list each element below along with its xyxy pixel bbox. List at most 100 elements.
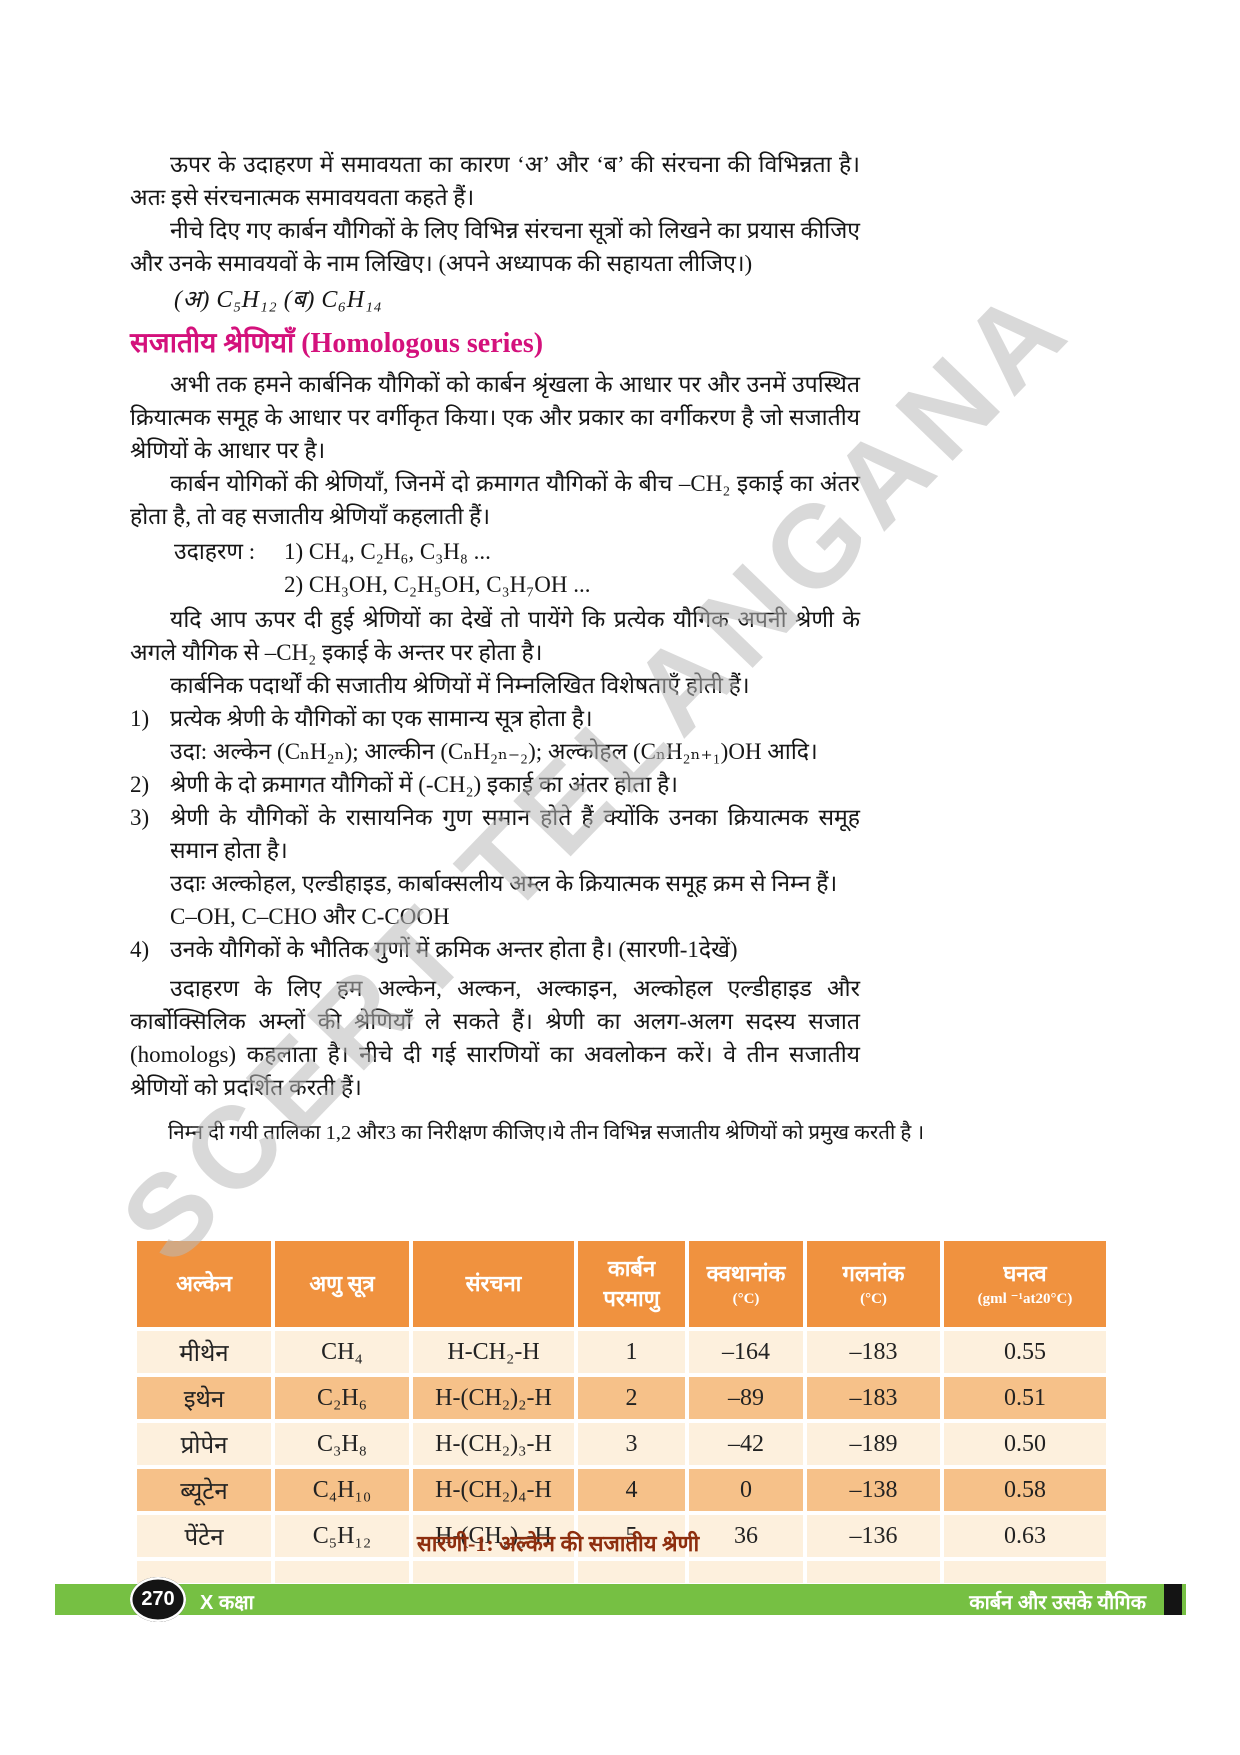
header-alkane-label: अल्केन	[176, 1271, 232, 1296]
cell-carbon-atoms: 4	[578, 1469, 685, 1511]
cell-carbon-atoms: 1	[578, 1331, 685, 1373]
cell-melting-point: –136	[807, 1515, 940, 1557]
cell-boiling-point: –89	[689, 1377, 803, 1419]
spacer-cell	[578, 1561, 685, 1583]
cell-density: 0.55	[944, 1331, 1106, 1373]
cell-formula: C₂H₆	[275, 1377, 409, 1419]
list-item-3-text: श्रेणी के यौगिकों के रासायनिक गुण समान ह…	[170, 805, 860, 863]
header-boiling-unit: (°C)	[732, 1291, 760, 1307]
cell-melting-point: –183	[807, 1377, 940, 1419]
cell-density: 0.50	[944, 1423, 1106, 1465]
paragraph-classification: अभी तक हमने कार्बनिक यौगिकों को कार्बन श…	[130, 372, 860, 463]
cell-formula: C₃H₈	[275, 1423, 409, 1465]
list-item-2-number: 2)	[130, 772, 150, 797]
cell-name: इथेन	[137, 1377, 271, 1419]
header-melting-unit: (°C)	[860, 1291, 887, 1307]
header-molecular-formula: अणु सूत्र	[275, 1241, 409, 1327]
cell-structure: H-(CH₂)₂-H	[413, 1377, 574, 1419]
header-melting-label: गलनांक	[842, 1261, 905, 1286]
cell-boiling-point: 36	[689, 1515, 803, 1557]
example-lines: 1) CH₄, C₂H₆, C₃H₈ ... 2) CH₃OH, C₂H₅OH,…	[284, 535, 591, 601]
cell-melting-point: –189	[807, 1423, 940, 1465]
list-item-3-number: 3)	[130, 805, 150, 830]
list-item-2-text: श्रेणी के दो क्रमागत यौगिकों में (-CH₂) …	[170, 772, 678, 797]
header-carbon-label: कार्बन	[607, 1256, 656, 1281]
cell-formula: C₅H₁₂	[275, 1515, 409, 1557]
list-item-3-formulas: C–OH, C–CHO और C-COOH	[170, 904, 450, 929]
cell-name: प्रोपेन	[137, 1423, 271, 1465]
list-item-1-example: उदा: अल्केन (CₙH₂ₙ); आल्कीन (CₙH₂ₙ₋₂); अ…	[170, 739, 818, 764]
list-item-3: 3) श्रेणी के यौगिकों के रासायनिक गुण समा…	[130, 801, 860, 867]
cell-name: ब्यूटेन	[137, 1469, 271, 1511]
table-row-butane: ब्यूटेन C₄H₁₀ H-(CH₂)₄-H 4 0 –138 0.58	[137, 1469, 1106, 1511]
paragraph-series-gap: यदि आप ऊपर दी हुई श्रेणियों का देखें तो …	[130, 607, 860, 665]
footer-chapter-title: कार्बन और उसके यौगिक	[969, 1592, 1146, 1614]
example-series-1: 1) CH₄, C₂H₆, C₃H₈ ...	[284, 539, 491, 564]
cell-structure: H-(CH₂)₄-H	[413, 1469, 574, 1511]
cell-carbon-atoms: 2	[578, 1377, 685, 1419]
section-heading-homologous-series: सजातीय श्रेणियाँ (Homologous series)	[130, 328, 544, 359]
alkane-table: अल्केन अणु सूत्र संरचना कार्बन परमाणु क्…	[133, 1237, 1110, 1587]
header-density-label: घनत्व	[1003, 1261, 1047, 1286]
list-item-1: 1) प्रत्येक श्रेणी के यौगिकों का एक सामा…	[130, 702, 860, 735]
paragraph-isomerism: ऊपर के उदाहरण में समावयता का कारण ‘अ’ और…	[130, 152, 860, 210]
list-item-4: 4) उनके यौगिकों के भौतिक गुणों में क्रमि…	[130, 933, 860, 966]
paragraph-ch2-difference: कार्बन योगिकों की श्रेणियाँ, जिनमें दो क…	[130, 471, 860, 529]
paragraph-homologs: उदाहरण के लिए हम अल्केन, अल्कन, अल्काइन,…	[130, 976, 860, 1100]
example-label: उदाहरण :	[174, 539, 256, 564]
cell-formula: C₄H₁₀	[275, 1469, 409, 1511]
body-text-column: ऊपर के उदाहरण में समावयता का कारण ‘अ’ और…	[130, 148, 924, 1170]
cell-carbon-atoms: 3	[578, 1423, 685, 1465]
header-structure-label: संरचना	[465, 1271, 522, 1296]
cell-melting-point: –183	[807, 1331, 940, 1373]
table-row-propane: प्रोपेन C₃H₈ H-(CH₂)₃-H 3 –42 –189 0.50	[137, 1423, 1106, 1465]
example-series-2: 2) CH₃OH, C₂H₅OH, C₃H₇OH ...	[284, 572, 591, 597]
list-item-2: 2) श्रेणी के दो क्रमागत यौगिकों में (-CH…	[130, 768, 860, 801]
paragraph-table-note: निम्न दी गयी तालिका 1,2 और3 का निरीक्षण …	[168, 1122, 925, 1144]
header-boiling-point: क्वथानांक (°C)	[689, 1241, 803, 1327]
header-alkane: अल्केन	[137, 1241, 271, 1327]
table-spacer-row	[137, 1561, 1106, 1583]
list-item-4-text: उनके यौगिकों के भौतिक गुणों में क्रमिक अ…	[170, 937, 738, 962]
examples-block: उदाहरण : 1) CH₄, C₂H₆, C₃H₈ ... 2) CH₃OH…	[174, 535, 860, 601]
header-density: घनत्व (gml ⁻¹at20°C)	[944, 1241, 1106, 1327]
cell-structure: H-(CH₂)₃-H	[413, 1423, 574, 1465]
cell-formula: CH₄	[275, 1331, 409, 1373]
header-carbon-atoms: कार्बन परमाणु	[578, 1241, 685, 1327]
footer-class-label: X कक्षा	[200, 1592, 254, 1614]
header-melting-point: गलनांक (°C)	[807, 1241, 940, 1327]
cell-melting-point: –138	[807, 1469, 940, 1511]
cell-boiling-point: –42	[689, 1423, 803, 1465]
cell-density: 0.58	[944, 1469, 1106, 1511]
footer-endcap	[1164, 1584, 1182, 1615]
page-number-badge: 270	[130, 1577, 186, 1622]
paragraph-exercise: नीचे दिए गए कार्बन यौगिकों के लिए विभिन्…	[130, 218, 860, 276]
cell-name: मीथेन	[137, 1331, 271, 1373]
list-item-4-number: 4)	[130, 937, 150, 962]
list-item-1-text: प्रत्येक श्रेणी के यौगिकों का एक सामान्य…	[170, 706, 593, 731]
alkane-table-wrapper: अल्केन अणु सूत्र संरचना कार्बन परमाणु क्…	[133, 1237, 1110, 1587]
header-atoms-label: परमाणु	[603, 1286, 660, 1311]
table-caption: सारणी-1: अल्केन की सजातीय श्रेणी	[416, 1531, 700, 1556]
footer-bar: 270 X कक्षा कार्बन और उसके यौगिक	[55, 1577, 1186, 1622]
spacer-cell	[413, 1561, 574, 1583]
spacer-cell	[689, 1561, 803, 1583]
table-row-ethane: इथेन C₂H₆ H-(CH₂)₂-H 2 –89 –183 0.51	[137, 1377, 1106, 1419]
cell-boiling-point: 0	[689, 1469, 803, 1511]
table-row-methane: मीथेन CH₄ H-CH₂-H 1 –164 –183 0.55	[137, 1331, 1106, 1373]
cell-density: 0.51	[944, 1377, 1106, 1419]
header-molecular-formula-label: अणु सूत्र	[309, 1271, 375, 1296]
cell-name: पेंटेन	[137, 1515, 271, 1557]
header-density-unit: (gml ⁻¹at20°C)	[977, 1291, 1073, 1307]
table-header-row: अल्केन अणु सूत्र संरचना कार्बन परमाणु क्…	[137, 1241, 1106, 1327]
cell-density: 0.63	[944, 1515, 1106, 1557]
cell-structure: H-(CH₂)₅-H	[413, 1515, 574, 1557]
spacer-cell	[944, 1561, 1106, 1583]
cell-carbon-atoms: 5	[578, 1515, 685, 1557]
list-item-3-example: उदाः अल्कोहल, एल्डीहाइड, कार्बाक्सलीय अम…	[170, 871, 838, 896]
cell-structure: H-CH₂-H	[413, 1331, 574, 1373]
list-item-1-number: 1)	[130, 706, 150, 731]
spacer-cell	[807, 1561, 940, 1583]
cell-boiling-point: –164	[689, 1331, 803, 1373]
